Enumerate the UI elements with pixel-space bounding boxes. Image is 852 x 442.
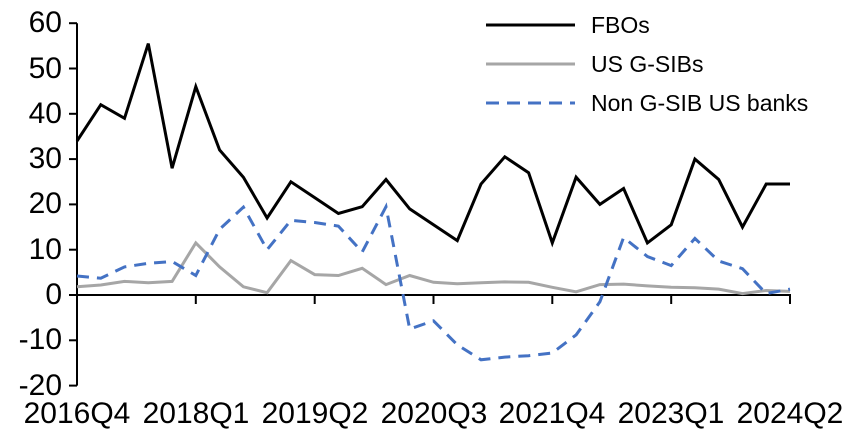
x-axis-tick-label: 2018Q1 xyxy=(142,397,250,430)
series-line-us-g-sibs xyxy=(76,240,791,296)
y-axis-tick-label: 10 xyxy=(28,233,62,266)
y-axis-tick-label: 30 xyxy=(28,142,62,175)
x-axis-tick-label: 2021Q4 xyxy=(498,397,606,430)
legend-item-fbos: FBOs xyxy=(486,10,808,40)
y-axis-tick-label: 40 xyxy=(28,97,62,130)
series-line-non-g-sib-us-banks xyxy=(76,202,791,362)
non-gsib-us-banks-line-swatch-icon xyxy=(486,101,575,105)
x-axis-tick-label: 2019Q2 xyxy=(261,397,369,430)
fbos-line-swatch-icon xyxy=(486,23,575,27)
x-axis-tick-label: 2023Q1 xyxy=(617,397,725,430)
legend-label-non-gsib-us-banks: Non G-SIB US banks xyxy=(591,89,809,116)
us-gsibs-line-swatch-icon xyxy=(486,62,575,66)
y-axis-tick-label: 60 xyxy=(28,6,62,39)
x-axis-tick-label: 2020Q3 xyxy=(380,397,488,430)
y-axis-tick-label: 20 xyxy=(28,187,62,220)
y-axis-tick-label: -10 xyxy=(18,323,62,356)
y-axis-tick-label: -20 xyxy=(18,369,62,402)
x-axis-tick-label: 2016Q4 xyxy=(23,397,131,430)
legend-label-fbos: FBOs xyxy=(591,11,650,38)
y-axis-tick-label: 0 xyxy=(45,278,62,311)
x-axis-tick-label: 2024Q2 xyxy=(736,397,844,430)
series-line-fbos xyxy=(75,43,790,248)
legend: FBOs US G-SIBs Non G-SIB US banks xyxy=(486,10,808,127)
y-axis-tick-label: 50 xyxy=(28,52,62,85)
legend-item-us-gsibs: US G-SIBs xyxy=(486,49,808,79)
legend-label-us-gsibs: US G-SIBs xyxy=(591,50,704,77)
legend-item-non-gsib-us-banks: Non G-SIB US banks xyxy=(486,88,808,118)
